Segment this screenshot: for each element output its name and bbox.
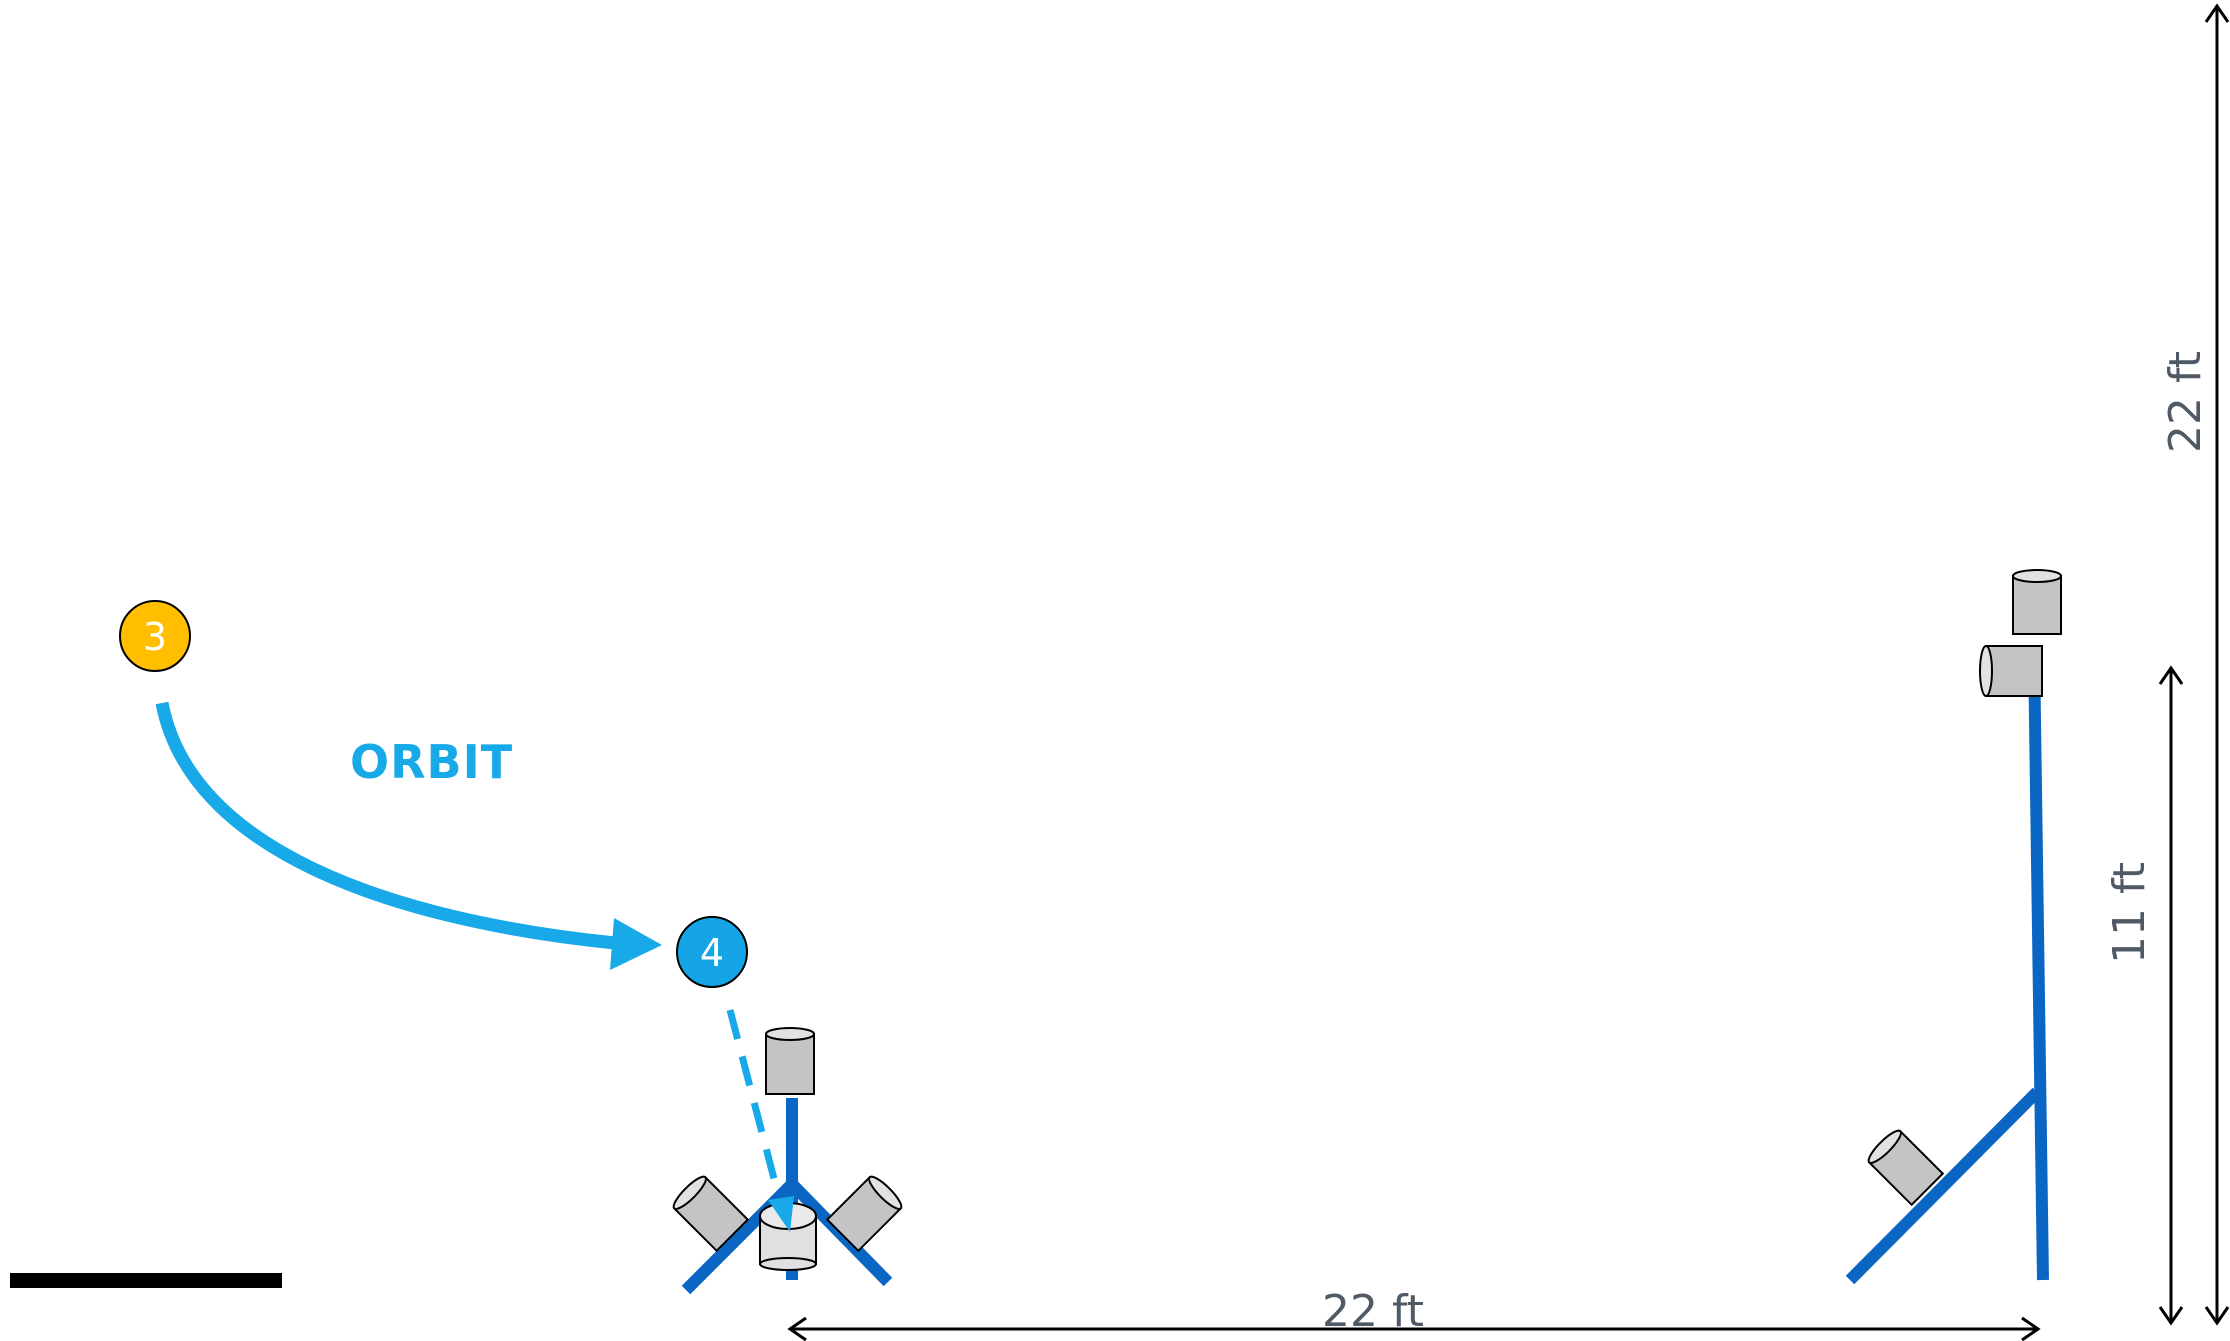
dimension-bottom bbox=[787, 1316, 2041, 1341]
orbit-arrowhead bbox=[610, 918, 662, 970]
pole-right-top bbox=[2012, 569, 2062, 635]
dashed-path bbox=[726, 1009, 794, 1232]
pole-left-top bbox=[765, 1027, 815, 1095]
marker-4-label: 4 bbox=[700, 931, 724, 975]
pole-right-diagonal-low bbox=[1867, 1129, 1945, 1207]
marker-4: 4 bbox=[676, 916, 748, 988]
marker-3-label: 3 bbox=[143, 615, 167, 659]
dashed-arrowhead bbox=[768, 1196, 794, 1232]
dimension-right-inner-label: 11 ft bbox=[2104, 862, 2155, 964]
orbit-path bbox=[155, 701, 662, 970]
dimension-right-inner bbox=[2158, 665, 2184, 1326]
marker-3: 3 bbox=[119, 600, 191, 672]
scale-bar bbox=[10, 1273, 282, 1288]
dimension-right-outer bbox=[2204, 3, 2230, 1326]
pole-left-diagonal bbox=[672, 1175, 750, 1253]
dimension-bottom-label: 22 ft bbox=[1322, 1286, 1424, 1337]
obstacle-right bbox=[1845, 649, 2049, 1285]
pole-right-horizontal bbox=[1979, 645, 2043, 697]
orbit-label: ORBIT bbox=[350, 735, 513, 789]
dimension-right-outer-label: 22 ft bbox=[2160, 351, 2211, 453]
pole-right-diagonal bbox=[825, 1175, 903, 1253]
